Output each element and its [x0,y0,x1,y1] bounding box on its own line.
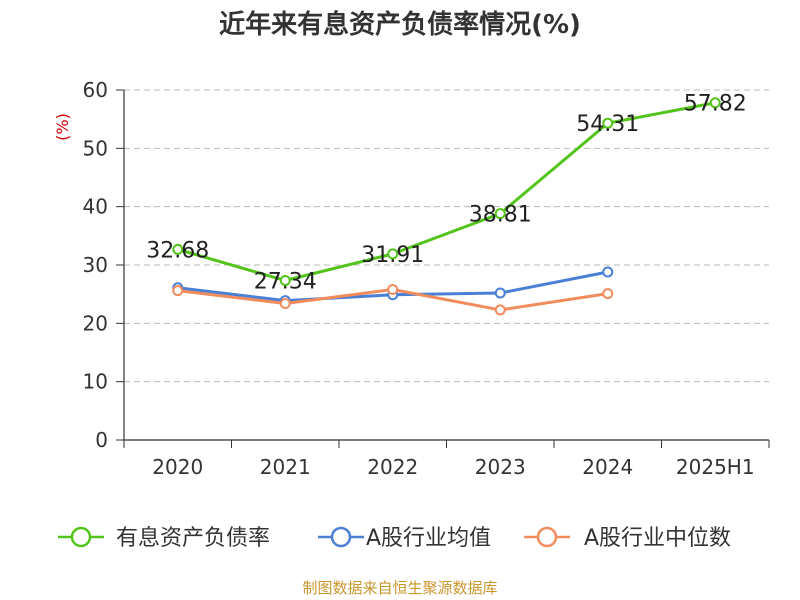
data-point [387,248,399,260]
data-point [494,304,506,316]
data-point [494,287,506,299]
x-tick-label: 2021 [260,455,311,479]
legend-marker [330,526,352,548]
data-point [709,97,721,109]
series-lines [172,97,721,316]
y-tick-label: 20 [83,311,108,335]
series-line-0 [177,101,716,283]
source-note: 制图数据来自恒生聚源数据库 [302,579,498,597]
data-point [602,117,614,129]
x-tick-label: 2023 [475,455,526,479]
legend-label: 有息资产负债率 [116,526,270,551]
y-tick-label: 0 [95,428,108,452]
legend-item: A股行业均值 [318,526,491,551]
grid-lines [124,89,769,383]
legend-marker [536,526,558,548]
data-label: 54.31 [576,112,639,137]
data-label: 31.91 [361,243,424,268]
x-tick-label: 2024 [582,455,633,479]
data-point [279,275,291,287]
data-point [172,285,184,297]
data-label: 38.81 [469,203,532,228]
y-tick-label: 50 [83,136,108,160]
data-point [279,298,291,309]
legend-item: 有息资产负债率 [58,526,270,551]
y-axis-label: (%) [53,113,72,141]
axes: 0 10 20 30 40 50 60 2020 2021 2022 2023 2024 2025H1 (… [53,78,770,479]
data-point [602,288,614,300]
data-label: 32.68 [146,238,209,263]
y-tick-label: 40 [83,195,108,219]
data-label: 27.34 [254,270,317,295]
chart-title: 近年来有息资产负债率情况(%) [219,10,581,40]
y-tick-label: 60 [83,78,108,102]
data-labels: 32.68 27.34 31.91 38.81 54.31 57.82 [146,92,746,295]
legend-item: A股行业中位数 [524,526,731,551]
x-tick-label: 2025H1 [676,455,755,479]
x-tick-label: 2022 [367,455,418,479]
legend: 有息资产负债率 A股行业均值 A股行业中位数 [58,526,731,551]
legend-label: A股行业中位数 [584,526,731,551]
data-point [387,284,399,295]
y-tick-label: 30 [83,253,108,277]
legend-label: A股行业均值 [366,526,491,551]
data-point [494,208,506,220]
data-point [172,243,184,255]
x-tick-label: 2020 [152,455,203,479]
y-tick-label: 10 [83,370,108,394]
legend-marker [70,526,92,548]
data-point [602,266,614,278]
data-label: 57.82 [684,92,747,117]
